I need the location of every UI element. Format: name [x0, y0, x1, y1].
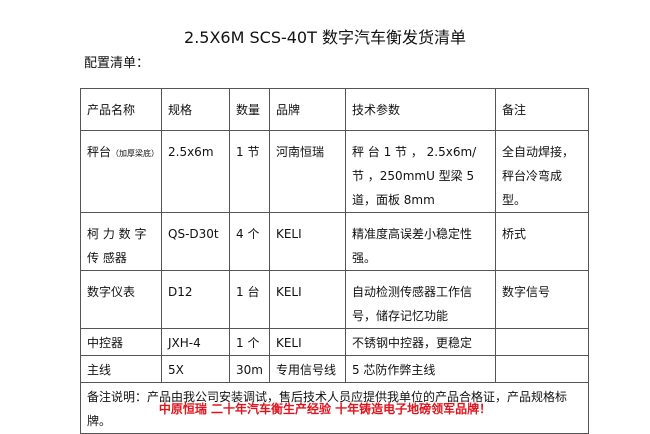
cell-spec: JXH-4: [161, 328, 230, 356]
cell-brand: KELI: [268, 270, 346, 329]
cell-name: 中控器: [80, 328, 162, 356]
table-row: 柯 力 数 字 传 感器 QS-D30t 4 个 KELI 精准度高误差小稳定性…: [80, 212, 589, 271]
table-row: 主线 5X 30m 专用信号线 5 芯防作弊主线: [80, 355, 589, 383]
table-row: 秤台（加厚梁底） 2.5x6m 1 节 河南恒瑞 秤 台 1 节 ， 2.5x6…: [80, 130, 589, 213]
cell-name: 柯 力 数 字 传 感器: [80, 212, 162, 271]
cell-qty: 30m: [229, 355, 270, 383]
cell-spec: QS-D30t: [161, 212, 230, 271]
cell-remark: 全自动焊接，秤台冷弯成型。: [494, 130, 589, 213]
config-list-label: 配置清单：: [84, 56, 150, 71]
table-row: 中控器 JXH-4 1 个 KELI 不锈钢中控器，更稳定: [80, 328, 589, 356]
table-header-row: 产品名称 规格 数量 品牌 技术参数 备注: [80, 88, 589, 131]
cell-qty: 1 个: [229, 328, 270, 356]
cell-brand: KELI: [268, 328, 346, 356]
name-note: （加厚梁底）: [111, 149, 160, 158]
header-cell: 技术参数: [344, 88, 496, 131]
cell-spec: 5X: [161, 355, 230, 383]
cell-tech: 不锈钢中控器，更稳定: [344, 328, 496, 356]
cell-name: 秤台（加厚梁底）: [80, 130, 162, 213]
cell-remark: 桥式: [494, 212, 589, 271]
cell-brand: KELI: [268, 212, 346, 271]
cell-remark: [494, 328, 589, 356]
cell-qty: 4 个: [229, 212, 270, 271]
cell-tech: 自动检测传感器工作信号，储存记忆功能: [344, 270, 496, 329]
cell-qty: 1 节: [229, 130, 270, 213]
header-cell: 品牌: [268, 88, 346, 131]
cell-tech: 秤 台 1 节 ， 2.5x6m/ 节 ，250mmU 型梁 5 道，面板 8m…: [344, 130, 496, 213]
footer-slogan: 中原恒瑞 二十年汽车衡生产经验 十年铸造电子地磅领军品牌！: [158, 402, 492, 416]
cell-brand: 河南恒瑞: [268, 130, 346, 213]
cell-name: 数字仪表: [80, 270, 162, 329]
shipping-list-table: 产品名称 规格 数量 品牌 技术参数 备注 秤台（加厚梁底） 2.5x6m 1 …: [80, 88, 589, 434]
table-row: 数字仪表 D12 1 台 KELI 自动检测传感器工作信号，储存记忆功能 数字信…: [80, 270, 589, 329]
note-text: 备注说明：产品由我公司安装调试，售后技术人员应提供我单位的产品合格证，产品规格标…: [80, 382, 589, 434]
header-cell: 产品名称: [80, 88, 162, 131]
cell-name: 主线: [80, 355, 162, 383]
cell-spec: 2.5x6m: [161, 130, 230, 213]
cell-spec: D12: [161, 270, 230, 329]
cell-remark: [494, 355, 589, 383]
header-cell: 数量: [229, 88, 270, 131]
cell-qty: 1 台: [229, 270, 270, 329]
header-cell: 备注: [494, 88, 589, 131]
document-title: 2.5X6M SCS-40T 数字汽车衡发货清单: [184, 28, 466, 47]
cell-brand: 专用信号线: [268, 355, 346, 383]
header-cell: 规格: [161, 88, 230, 131]
cell-remark: 数字信号: [494, 270, 589, 329]
cell-tech: 精准度高误差小稳定性强。: [344, 212, 496, 271]
cell-tech: 5 芯防作弊主线: [344, 355, 496, 383]
note-row: 备注说明：产品由我公司安装调试，售后技术人员应提供我单位的产品合格证，产品规格标…: [80, 382, 589, 434]
